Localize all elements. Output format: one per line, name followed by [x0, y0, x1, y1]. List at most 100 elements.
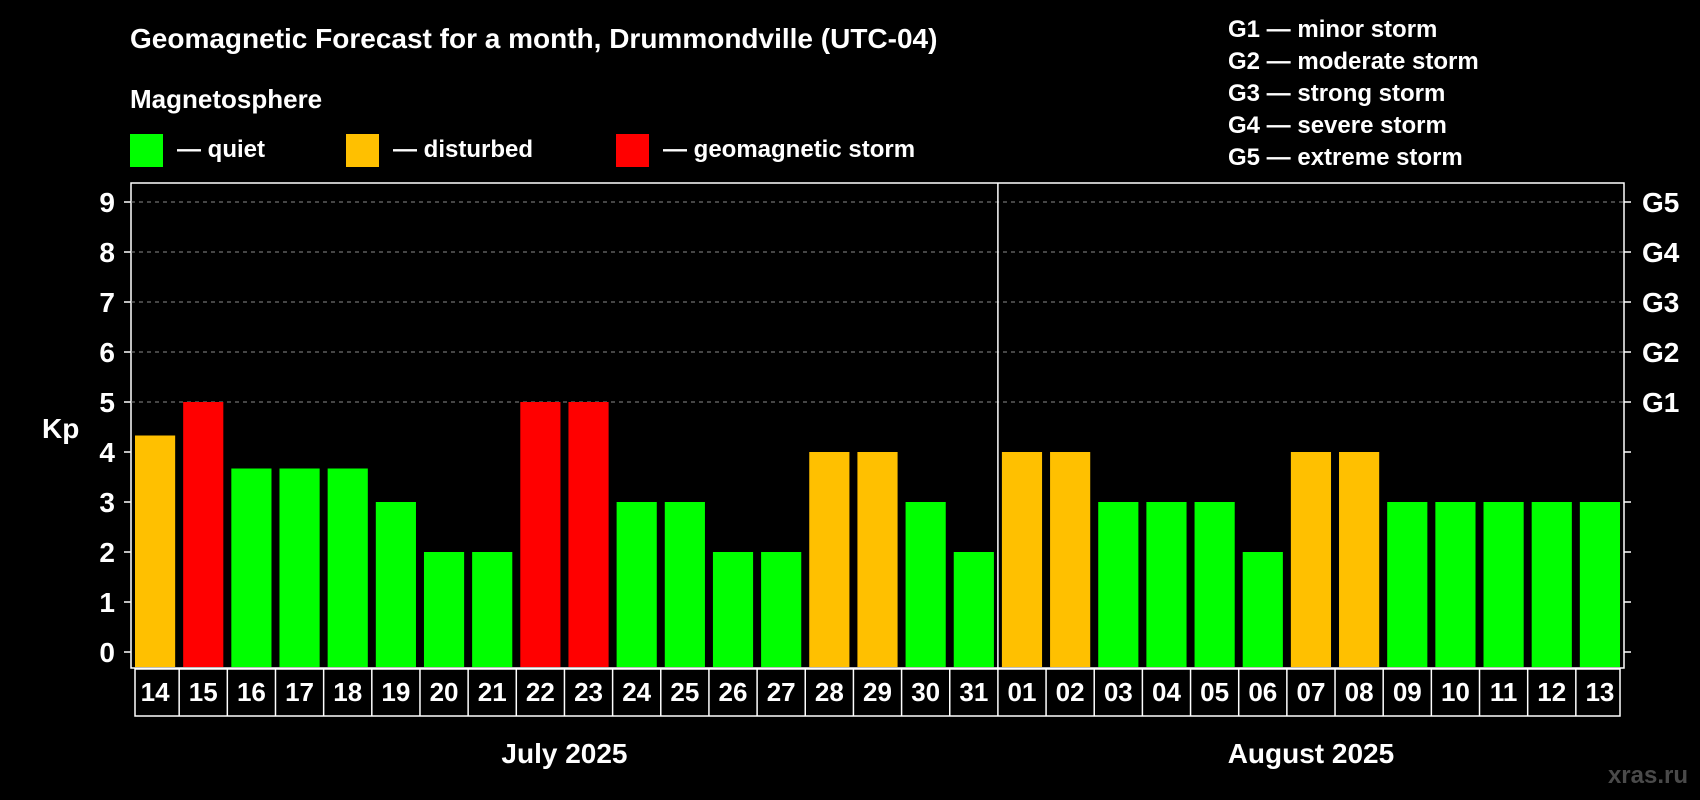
- bar-13: [1579, 502, 1620, 667]
- g-level-label-g3: G3: [1642, 287, 1679, 318]
- plot-frame: [130, 182, 1625, 669]
- bar-31: [953, 552, 994, 667]
- day-label-01: 01: [1008, 677, 1037, 707]
- y-tick-label: 6: [99, 337, 115, 368]
- day-label-27: 27: [767, 677, 796, 707]
- bar-03: [1098, 502, 1139, 667]
- day-label-16: 16: [237, 677, 266, 707]
- y-tick-label: 9: [99, 187, 115, 218]
- day-label-10: 10: [1441, 677, 1470, 707]
- bar-18: [327, 468, 368, 667]
- day-label-07: 07: [1296, 677, 1325, 707]
- bar-06: [1242, 552, 1283, 667]
- bar-20: [423, 552, 465, 667]
- legend-label-storm: — geomagnetic storm: [663, 136, 915, 163]
- day-label-24: 24: [622, 677, 651, 707]
- day-label-06: 06: [1248, 677, 1277, 707]
- bar-24: [616, 502, 657, 667]
- day-label-11: 11: [1490, 677, 1518, 707]
- g-scale-legend: G1 — minor storm G2 — moderate storm G3 …: [1228, 16, 1479, 171]
- day-label-23: 23: [574, 677, 603, 707]
- bar-28: [809, 452, 850, 667]
- g-scale-legend-g3: G3 — strong storm: [1228, 80, 1445, 107]
- bar-22: [520, 402, 561, 667]
- y-tick-label: 5: [99, 387, 115, 418]
- status-legend: — quiet — disturbed — geomagnetic storm: [130, 134, 915, 167]
- g-level-label-g1: G1: [1642, 387, 1679, 418]
- bar-12: [1531, 502, 1572, 667]
- bar-15: [183, 402, 224, 667]
- day-axis-frame: [134, 668, 1621, 717]
- bar-04: [1146, 502, 1187, 667]
- bar-27: [761, 552, 802, 667]
- g-scale-legend-g5: G5 — extreme storm: [1228, 144, 1463, 171]
- day-label-22: 22: [526, 677, 555, 707]
- day-label-03: 03: [1104, 677, 1133, 707]
- y-tick-label: 1: [99, 587, 115, 618]
- bar-14: [135, 435, 176, 667]
- bar-10: [1435, 502, 1476, 667]
- g-scale-legend-g2: G2 — moderate storm: [1228, 48, 1479, 75]
- day-label-13: 13: [1585, 677, 1614, 707]
- legend-label-disturbed: — disturbed: [393, 136, 533, 163]
- bar-26: [712, 552, 754, 667]
- day-label-05: 05: [1200, 677, 1229, 707]
- bar-07: [1290, 452, 1332, 667]
- day-label-15: 15: [189, 677, 218, 707]
- day-label-17: 17: [285, 677, 314, 707]
- bar-11: [1483, 502, 1524, 667]
- day-label-28: 28: [815, 677, 844, 707]
- y-axis-label: Kp: [42, 413, 79, 444]
- legend-title: Magnetosphere: [130, 84, 322, 114]
- day-label-14: 14: [141, 677, 170, 707]
- bar-05: [1194, 502, 1235, 667]
- day-label-21: 21: [478, 677, 507, 707]
- day-label-30: 30: [911, 677, 940, 707]
- bar-08: [1339, 452, 1380, 667]
- day-label-20: 20: [430, 677, 459, 707]
- bar-16: [231, 468, 272, 667]
- day-label-26: 26: [719, 677, 748, 707]
- g-level-label-g4: G4: [1642, 237, 1680, 268]
- legend-swatch-storm: [616, 134, 649, 167]
- day-label-29: 29: [863, 677, 892, 707]
- g-scale-legend-g4: G4 — severe storm: [1228, 112, 1447, 139]
- y-tick-label: 8: [99, 237, 115, 268]
- day-label-12: 12: [1537, 677, 1566, 707]
- bar-30: [905, 502, 946, 667]
- y-tick-label: 2: [99, 537, 115, 568]
- bar-01: [1001, 452, 1043, 667]
- y-tick-label: 7: [99, 287, 115, 318]
- bar-19: [375, 502, 416, 667]
- y-tick-label: 4: [99, 437, 115, 468]
- bar-21: [472, 552, 513, 667]
- day-label-02: 02: [1056, 677, 1085, 707]
- bar-02: [1050, 452, 1091, 667]
- g-level-label-g5: G5: [1642, 187, 1679, 218]
- day-label-18: 18: [333, 677, 362, 707]
- chart-title: Geomagnetic Forecast for a month, Drummo…: [130, 23, 937, 54]
- bar-23: [568, 402, 609, 667]
- g-level-label-g2: G2: [1642, 337, 1679, 368]
- y-tick-label: 0: [99, 637, 115, 668]
- day-label-25: 25: [670, 677, 699, 707]
- legend-swatch-quiet: [130, 134, 163, 167]
- day-label-04: 04: [1152, 677, 1181, 707]
- bar-09: [1387, 502, 1428, 667]
- month-label-1: August 2025: [1228, 738, 1395, 769]
- month-label-0: July 2025: [501, 738, 627, 769]
- g-scale-legend-g1: G1 — minor storm: [1228, 16, 1437, 43]
- bar-17: [279, 468, 320, 667]
- day-label-31: 31: [959, 677, 988, 707]
- watermark: xras.ru: [1608, 762, 1688, 789]
- day-label-09: 09: [1393, 677, 1422, 707]
- legend-swatch-disturbed: [346, 134, 379, 167]
- bar-25: [664, 502, 705, 667]
- day-label-08: 08: [1345, 677, 1374, 707]
- bar-29: [857, 452, 898, 667]
- day-label-19: 19: [381, 677, 410, 707]
- legend-label-quiet: — quiet: [177, 136, 265, 163]
- y-tick-label: 3: [99, 487, 115, 518]
